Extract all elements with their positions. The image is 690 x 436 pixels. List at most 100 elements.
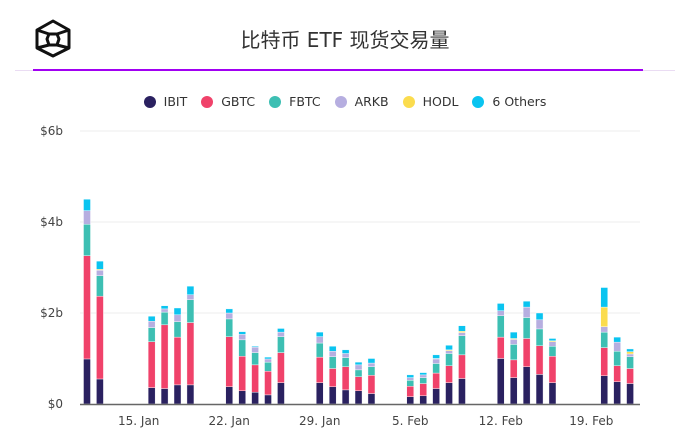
bar-segment-gbtc <box>419 383 427 397</box>
y-tick-label: $6b <box>40 124 63 138</box>
bar-segment-6-others <box>509 331 518 339</box>
legend-item[interactable]: FBTC <box>269 94 321 109</box>
bar-segment-arkb <box>341 353 350 358</box>
legend-item[interactable]: ARKB <box>334 94 389 109</box>
bar-segment-arkb <box>600 326 608 333</box>
bar-segment-6-others <box>225 308 233 314</box>
bar-segment-6-others <box>160 305 169 310</box>
bar-segment-fbtc <box>535 328 544 346</box>
bar-segment-arkb <box>354 364 363 371</box>
bar-segment-fbtc <box>341 357 350 367</box>
bar-segment-gbtc <box>186 322 195 386</box>
bar-segment-gbtc <box>160 324 169 389</box>
x-tick-label: 19. Feb <box>569 414 613 428</box>
bar-segment-6-others <box>186 285 195 295</box>
legend-item[interactable]: IBIT <box>143 94 188 109</box>
bar-segment-gbtc <box>367 375 376 394</box>
bar-segment-6-others <box>367 358 376 364</box>
legend-label: HODL <box>422 94 459 109</box>
bar-segment-fbtc <box>147 327 156 342</box>
legend-label: IBIT <box>163 94 188 109</box>
x-tick-label: 12. Feb <box>479 414 523 428</box>
bar-segment-ibit <box>432 388 440 405</box>
bar-segment-gbtc <box>173 336 182 386</box>
bar-segment-fbtc <box>225 318 233 337</box>
bar-segment-fbtc <box>264 361 272 372</box>
title-underline <box>33 69 643 71</box>
legend: IBIT GBTC FBTC ARKB HODL 6 Others <box>0 94 690 109</box>
x-tick-label: 29. Jan <box>299 414 340 428</box>
bar-segment-arkb <box>96 270 104 276</box>
bar-segment-fbtc <box>600 331 608 348</box>
bar-segment-ibit <box>238 390 246 405</box>
bar-segment-arkb <box>458 332 466 336</box>
bar-segment-arkb <box>83 210 91 225</box>
legend-dot-icon <box>269 95 282 108</box>
x-tick-label: 15. Jan <box>118 414 159 428</box>
bar-segment-ibit <box>509 377 518 405</box>
bar-segment-fbtc <box>522 317 531 339</box>
legend-item[interactable]: GBTC <box>201 94 255 109</box>
bar-segment-hodl <box>626 351 634 355</box>
bar-segment-arkb <box>535 319 544 330</box>
bar-segment-arkb <box>548 341 557 347</box>
bar-segment-6-others <box>419 372 427 376</box>
bar-segment-fbtc <box>238 339 246 357</box>
bar-segment-6-others <box>406 374 414 378</box>
bar-segment-fbtc <box>328 356 337 369</box>
y-tick-label: $4b <box>40 215 63 229</box>
bar-segment-gbtc <box>445 365 453 383</box>
bar-segment-gbtc <box>316 356 324 383</box>
bar-segment-arkb <box>147 320 156 328</box>
bar-segment-ibit <box>406 396 414 405</box>
bar-segment-ibit <box>186 384 195 405</box>
legend-label: ARKB <box>354 94 389 109</box>
bar-segment-ibit <box>173 384 182 405</box>
bar-segment-gbtc <box>251 364 259 393</box>
legend-item[interactable]: 6 Others <box>472 94 546 109</box>
y-tick-label: $0 <box>48 397 63 411</box>
bar-segment-gbtc <box>264 371 272 396</box>
bar-segment-gbtc <box>497 336 505 359</box>
bar-segment-ibit <box>316 382 324 405</box>
bar-segment-ibit <box>548 382 557 405</box>
bar-segment-fbtc <box>316 342 324 358</box>
bar-segment-fbtc <box>613 351 621 366</box>
bar-segment-ibit <box>458 378 466 405</box>
bar-segment-gbtc <box>458 354 466 379</box>
bar-segment-gbtc <box>406 386 414 397</box>
the-block-logo <box>35 19 71 58</box>
bar-segment-6-others <box>497 303 505 311</box>
bar-segment-gbtc <box>522 338 531 367</box>
chart-title: 比特币 ETF 现货交易量 <box>240 28 450 52</box>
bar-segment-arkb <box>186 294 195 301</box>
bar-segment-fbtc <box>160 311 169 326</box>
bar-segment-arkb <box>367 362 376 367</box>
bar-segment-gbtc <box>432 372 440 389</box>
bar-segment-6-others <box>341 349 350 354</box>
bar-segment-6-others <box>83 199 91 211</box>
bar-segment-6-others <box>613 336 621 343</box>
bar-segment-fbtc <box>96 275 104 297</box>
legend-dot-icon <box>143 95 156 108</box>
bar-segment-arkb <box>406 377 414 381</box>
bar-segment-ibit <box>225 386 233 405</box>
legend-item[interactable]: HODL <box>402 94 459 109</box>
bar-segment-6-others <box>445 345 453 351</box>
bar-segment-fbtc <box>419 377 427 384</box>
bar-segment-hodl <box>458 331 466 333</box>
y-tick-label: $2b <box>40 306 63 320</box>
bar-segment-gbtc <box>96 295 104 380</box>
bar-segment-fbtc <box>277 336 285 353</box>
bar-segment-6-others <box>626 348 634 352</box>
bar-segment-6-others <box>264 356 272 360</box>
bar-segment-gbtc <box>626 368 634 384</box>
bar-segment-ibit <box>83 358 91 405</box>
bar-segment-6-others <box>277 328 285 333</box>
bar-segment-6-others <box>600 287 608 308</box>
bar-segment-ibit <box>626 383 634 405</box>
bar-segment-6-others <box>522 300 531 308</box>
bar-segment-gbtc <box>238 356 246 392</box>
bar-segment-fbtc <box>445 353 453 366</box>
bar-segment-arkb <box>225 312 233 320</box>
